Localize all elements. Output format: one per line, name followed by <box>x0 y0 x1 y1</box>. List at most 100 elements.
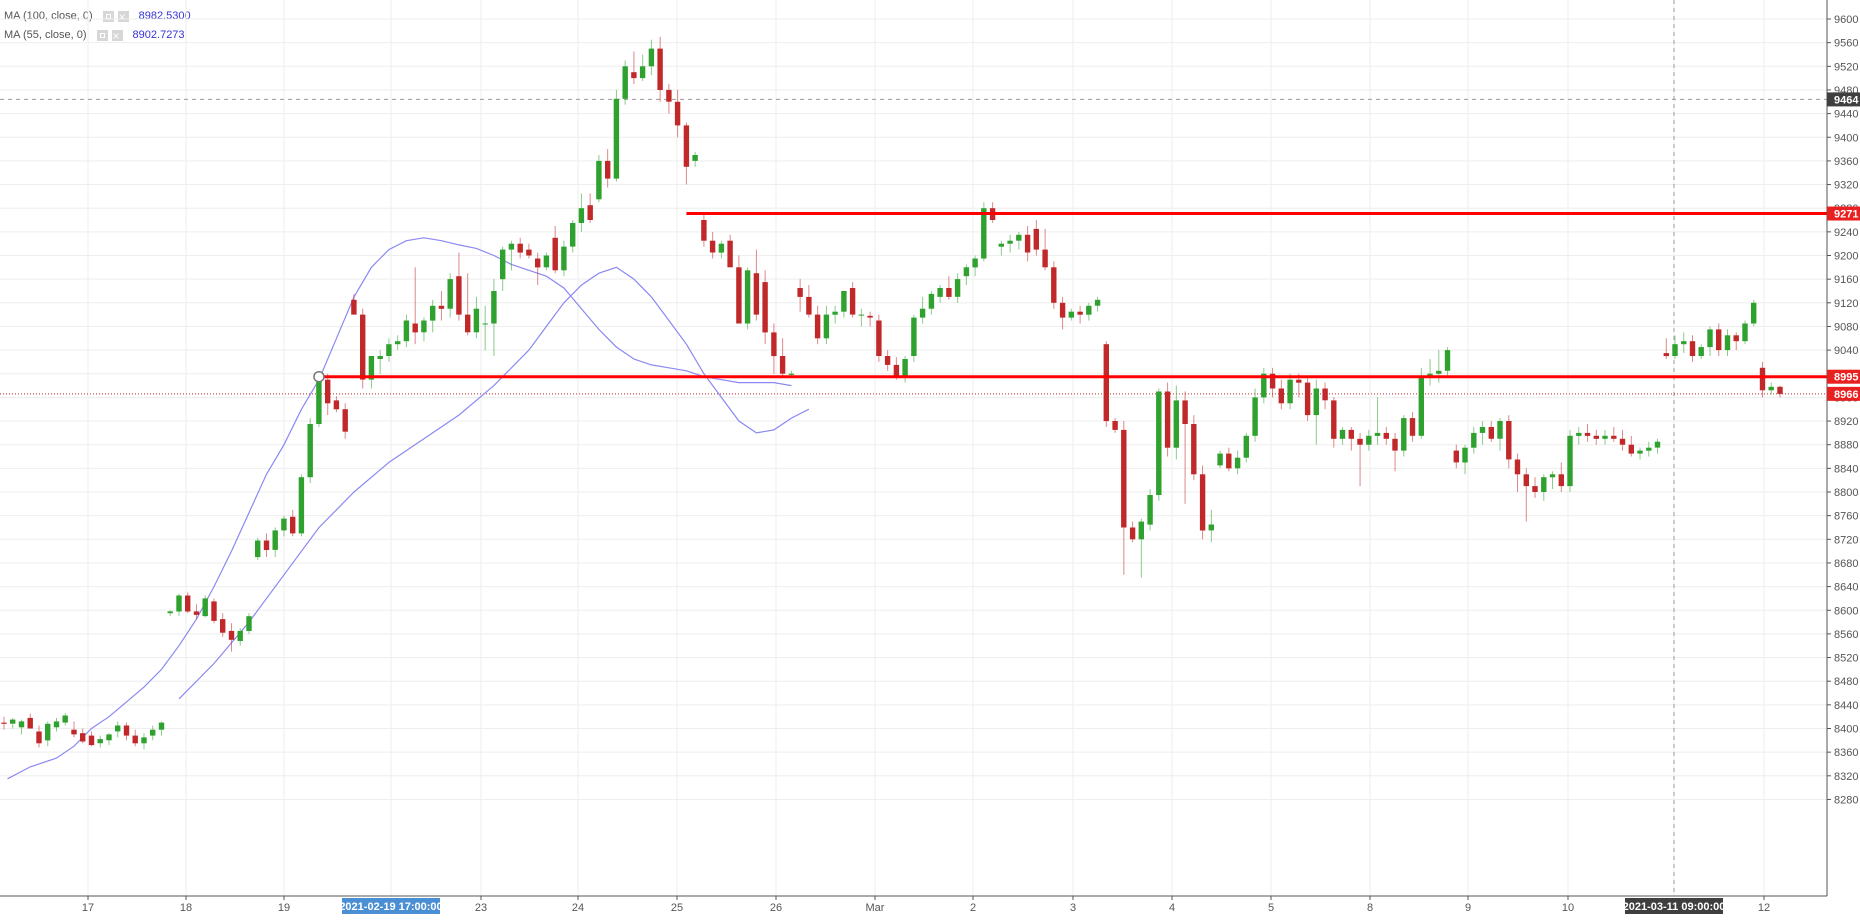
candle <box>403 320 410 342</box>
candle <box>360 314 366 380</box>
ma100-line <box>7 237 792 780</box>
candle <box>727 240 733 268</box>
time-axis-label: Mar <box>866 902 885 914</box>
price-axis-label: 9560 <box>1834 38 1858 50</box>
candle <box>1068 311 1074 318</box>
candle <box>1768 386 1774 391</box>
candle <box>561 246 567 271</box>
candle <box>1199 474 1206 531</box>
candle <box>246 616 252 631</box>
price-axis-label: 9360 <box>1834 156 1858 168</box>
candle <box>535 258 541 268</box>
candle <box>132 735 138 744</box>
candle <box>1269 373 1276 389</box>
candle <box>1541 477 1547 492</box>
candle <box>1558 474 1564 487</box>
price-label-text: 8966 <box>1834 389 1858 401</box>
candle <box>1751 302 1757 324</box>
candle <box>1339 429 1346 439</box>
candle <box>937 288 943 297</box>
time-axis-label: 4 <box>1169 902 1175 914</box>
price-axis-label: 8720 <box>1834 534 1858 546</box>
settings-icon[interactable] <box>96 30 108 41</box>
candle <box>36 731 42 744</box>
candle <box>946 288 952 297</box>
time-axis-background <box>0 896 1860 920</box>
candle <box>18 721 25 728</box>
candle <box>1 722 7 724</box>
candle <box>1663 353 1669 357</box>
candle <box>779 356 786 374</box>
candle <box>1252 397 1258 436</box>
candle <box>1401 418 1407 451</box>
candle <box>998 243 1004 247</box>
candle <box>1707 329 1713 348</box>
price-axis-label: 8440 <box>1834 700 1858 712</box>
candle <box>823 314 830 339</box>
price-label-text: 9464 <box>1834 94 1859 106</box>
candle <box>412 323 418 333</box>
candle <box>911 317 917 356</box>
candle <box>220 619 226 633</box>
candle <box>1322 388 1328 401</box>
candle <box>97 739 103 744</box>
candle <box>508 243 515 250</box>
candle <box>141 737 147 744</box>
candle <box>674 101 681 126</box>
candle <box>1138 521 1144 540</box>
price-axis-label: 8280 <box>1834 794 1858 806</box>
close-icon[interactable] <box>117 8 129 27</box>
candle <box>237 630 243 641</box>
candle <box>1427 373 1433 377</box>
price-axis-label: 9080 <box>1834 321 1858 333</box>
candle <box>648 48 655 67</box>
price-axis-label: 8800 <box>1834 487 1858 499</box>
candle <box>1759 367 1766 391</box>
candle <box>1024 234 1031 253</box>
price-label-text: 8995 <box>1834 372 1858 384</box>
candle <box>1681 341 1687 345</box>
candle <box>10 719 16 724</box>
ma55-value: 8902.7273 <box>132 29 185 41</box>
candle <box>351 299 357 315</box>
candle <box>1121 429 1127 528</box>
candle <box>27 717 33 729</box>
candle <box>744 270 751 324</box>
price-axis-label: 8560 <box>1834 629 1858 641</box>
time-axis-label: 8 <box>1367 902 1373 914</box>
time-axis-label: 19 <box>278 902 290 914</box>
candle <box>867 315 873 318</box>
price-label-badge <box>1827 369 1860 384</box>
candle <box>438 305 445 309</box>
candle <box>368 356 375 380</box>
candle <box>1374 432 1381 436</box>
candle <box>62 715 68 723</box>
candle <box>806 296 812 315</box>
candle <box>1646 447 1652 451</box>
line-anchor-handle[interactable] <box>313 370 325 383</box>
candle <box>1348 429 1354 439</box>
candle <box>849 288 856 315</box>
price-axis-label: 8840 <box>1834 463 1858 475</box>
candle <box>1304 382 1311 416</box>
candle <box>115 725 121 732</box>
candle <box>1409 418 1416 436</box>
candle <box>1208 524 1214 531</box>
candle <box>123 725 130 736</box>
candle <box>736 267 742 324</box>
candle <box>1331 400 1337 439</box>
close-icon[interactable] <box>111 27 123 46</box>
candle <box>185 595 191 612</box>
candle <box>928 293 935 309</box>
candle <box>150 729 156 736</box>
candle <box>1191 424 1197 475</box>
time-axis-label: 2 <box>970 902 976 914</box>
price-axis-label: 9320 <box>1834 180 1858 192</box>
candle <box>919 308 926 318</box>
candle <box>762 282 768 333</box>
price-axis-label: 8680 <box>1834 558 1858 570</box>
candle <box>1567 435 1573 487</box>
candle <box>298 477 305 534</box>
price-axis-label: 8640 <box>1834 582 1858 594</box>
